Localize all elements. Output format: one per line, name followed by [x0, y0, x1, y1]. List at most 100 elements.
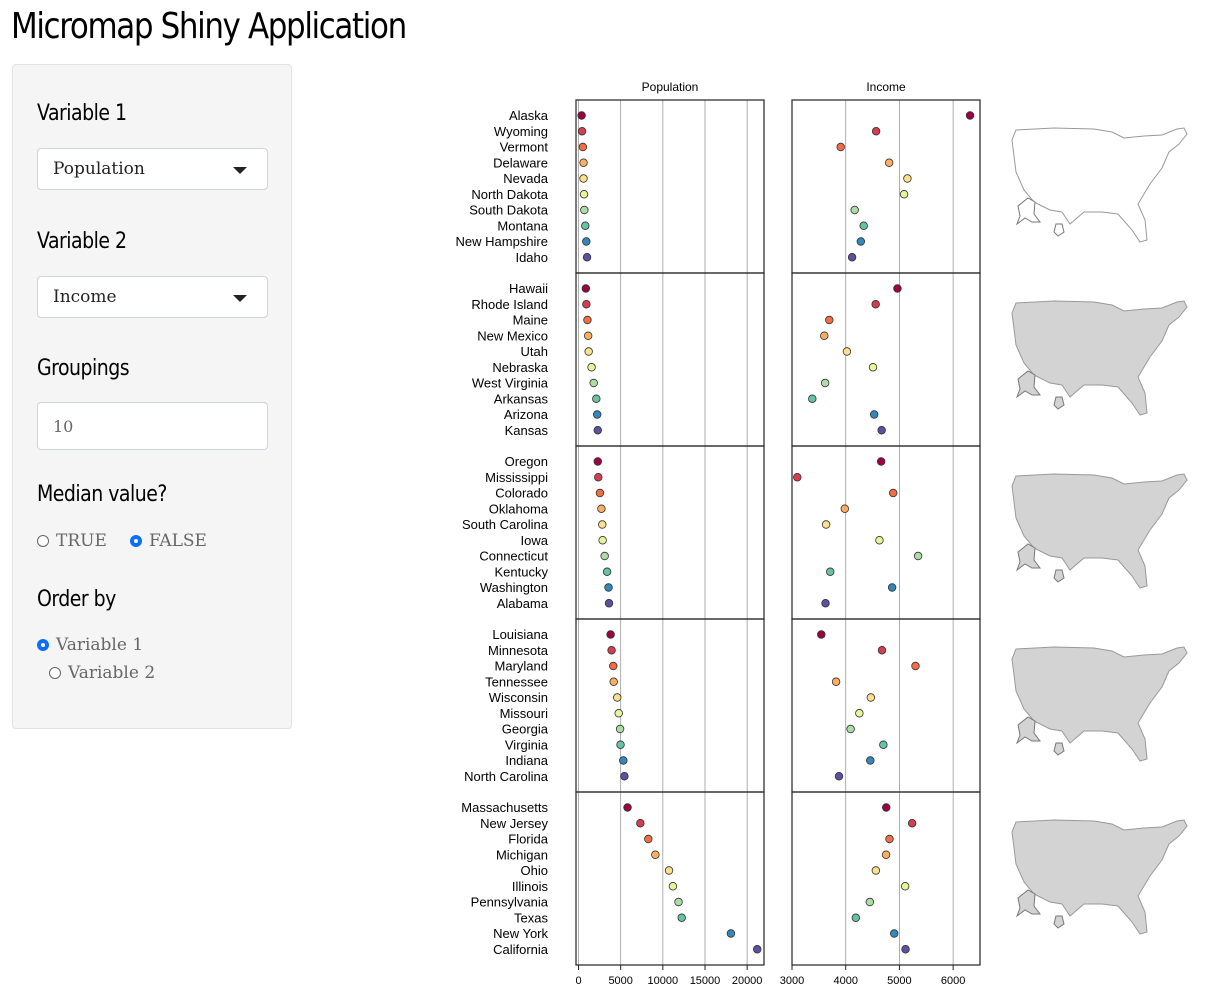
state-label: Maine [513, 313, 548, 328]
median-radio-false[interactable] [130, 535, 142, 547]
chevron-down-icon [233, 167, 247, 174]
income-point [847, 253, 857, 262]
income-point [834, 772, 844, 781]
variable2-select[interactable]: Income [37, 276, 268, 318]
state-label: South Carolina [462, 517, 549, 532]
population-point [583, 315, 592, 325]
state-label: Georgia [502, 722, 549, 737]
state-label: Nevada [503, 171, 549, 186]
population-point [677, 913, 686, 922]
income-point [859, 221, 868, 230]
order-option-variable1[interactable]: Variable 1 [37, 635, 143, 655]
state-label: California [493, 942, 549, 957]
income-point [875, 536, 884, 545]
income-point [869, 410, 879, 419]
state-label: Connecticut [479, 549, 548, 564]
income-point [846, 724, 855, 734]
state-label: Hawaii [509, 281, 548, 296]
state-label: North Carolina [464, 769, 549, 784]
income-point [851, 913, 861, 922]
income-point [865, 897, 875, 907]
state-label: Florida [508, 832, 549, 847]
median-label: Median value? [37, 482, 167, 507]
median-option-true[interactable]: TRUE [37, 531, 107, 551]
state-label: Rhode Island [471, 297, 548, 312]
panel-frame [575, 791, 765, 966]
state-label: Texas [514, 910, 548, 925]
state-label: New Mexico [477, 328, 548, 343]
x-tick-label: 6000 [941, 975, 965, 987]
population-point [620, 772, 629, 781]
population-point [615, 724, 625, 734]
income-point [900, 882, 910, 891]
population-point [598, 536, 607, 545]
population-point [597, 504, 606, 513]
state-label: North Dakota [471, 187, 548, 202]
state-label: Alabama [497, 596, 549, 611]
income-point [820, 378, 830, 388]
income-point [882, 803, 891, 812]
income-point [825, 315, 834, 325]
population-point [607, 646, 616, 655]
us-outline [1011, 473, 1188, 589]
state-label: Alaska [509, 108, 549, 123]
page-title: Micromap Shiny Application [11, 6, 407, 47]
state-label: Iowa [521, 533, 549, 548]
population-point [636, 819, 645, 828]
panel-frame [791, 99, 981, 274]
state-label: Oregon [505, 454, 548, 469]
state-label: South Dakota [469, 203, 549, 218]
groupings-input[interactable] [37, 402, 268, 450]
x-tick-label: 20000 [732, 975, 763, 987]
population-point [668, 882, 678, 891]
variable1-select[interactable]: Population [37, 148, 268, 190]
population-point [579, 174, 588, 183]
income-point [817, 630, 826, 639]
median-option-false[interactable]: FALSE [130, 531, 207, 551]
state-label: Arizona [504, 407, 549, 422]
panel-frame [575, 618, 765, 793]
income-point [965, 111, 975, 120]
state-label: Kansas [505, 423, 549, 438]
state-label: Wyoming [494, 124, 548, 139]
population-point [664, 866, 674, 875]
order-option-variable2[interactable]: Variable 2 [49, 663, 155, 683]
us-outline [1011, 646, 1188, 762]
state-label: New Hampshire [456, 234, 548, 249]
population-point [616, 740, 625, 749]
state-label: Utah [521, 344, 548, 359]
order-radio-variable1[interactable] [37, 639, 49, 651]
income-point [877, 646, 887, 655]
panel-frame [791, 618, 981, 793]
income-point [831, 677, 841, 686]
order-radio-variable2[interactable] [49, 667, 61, 679]
income-point [888, 488, 898, 498]
alaska-outline [1015, 543, 1041, 572]
population-point [595, 488, 605, 498]
population-point [598, 520, 607, 529]
median-radio-true[interactable] [37, 535, 49, 547]
variable2-value: Income [53, 287, 117, 307]
panel-frame [791, 445, 981, 620]
state-map [1011, 473, 1188, 589]
state-label: Delaware [493, 155, 548, 170]
income-point [866, 756, 875, 765]
population-point [604, 583, 613, 592]
income-point [871, 127, 881, 136]
population-point [606, 630, 615, 639]
alaska-outline [1015, 889, 1041, 918]
x-tick-label: 0 [575, 975, 581, 987]
income-point [821, 599, 830, 608]
population-point [614, 709, 623, 718]
micromap-plot: Population Income AlaskaWyomingVermontDela… [456, 80, 1188, 987]
population-point [609, 677, 618, 686]
x-tick-label: 10000 [648, 975, 679, 987]
panel-frame [791, 791, 981, 966]
population-point [582, 237, 591, 246]
state-label: Arkansas [494, 391, 549, 406]
population-point [581, 221, 590, 230]
state-label: Tennessee [485, 674, 548, 689]
population-point [651, 850, 660, 859]
income-point [890, 929, 899, 938]
income-point [840, 504, 850, 513]
